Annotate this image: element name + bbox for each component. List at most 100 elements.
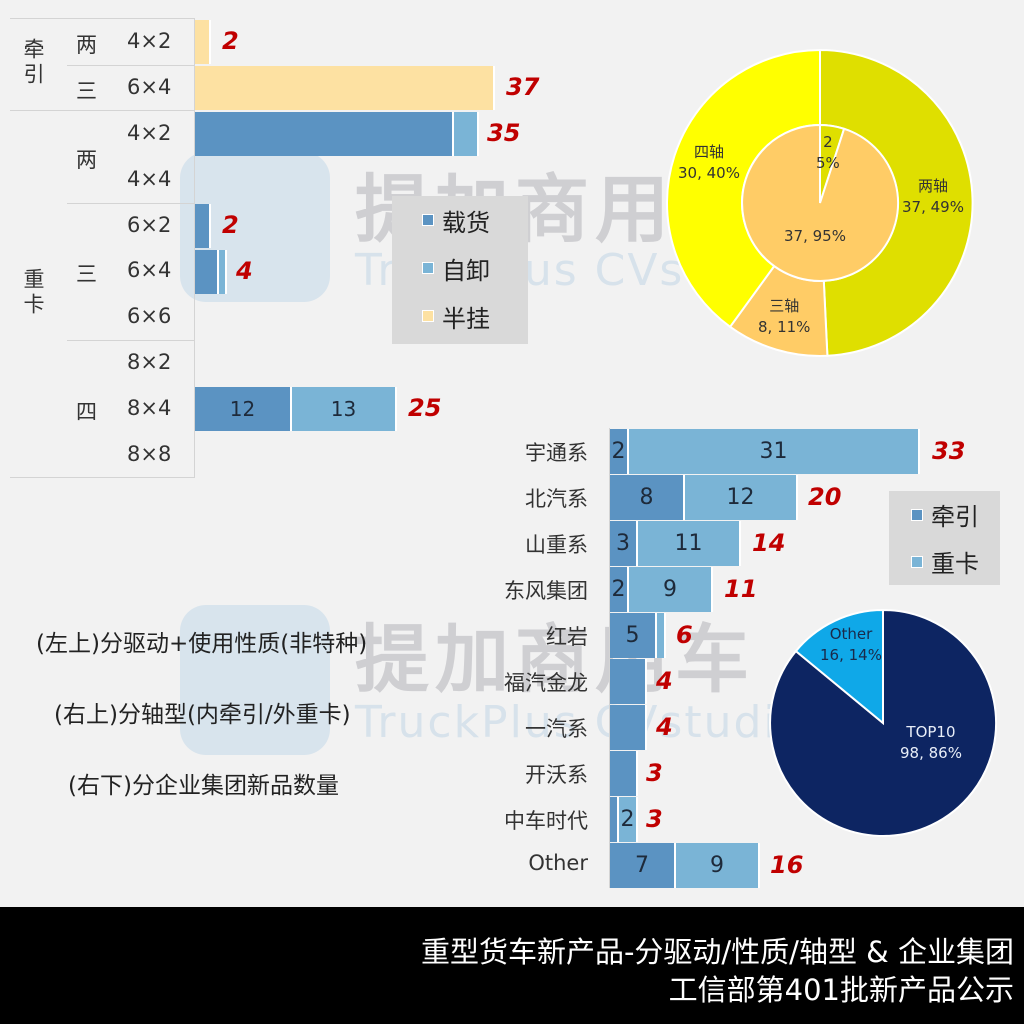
bar-heavy-truck: 11 — [638, 521, 741, 566]
donut-label-four-axle: 四轴 30, 40% — [678, 143, 740, 182]
total-label: 16 — [770, 851, 804, 879]
total-label: 20 — [808, 483, 842, 511]
legend-item-cargo: 载货 — [422, 196, 528, 244]
company-legend: 牵引 重卡 — [889, 491, 1000, 585]
swatch-icon — [911, 555, 923, 568]
total-label: 35 — [487, 119, 521, 147]
bar-cargo — [195, 204, 211, 248]
company-label: 北汽系 — [525, 487, 588, 511]
drive-label: 8×4 — [127, 396, 172, 420]
bar-heavy-truck: 9 — [629, 567, 713, 612]
bar-tractor: 2 — [610, 567, 629, 612]
total-label: 25 — [408, 394, 442, 422]
drive-label: 6×2 — [127, 213, 172, 237]
category-axis-line — [194, 18, 195, 478]
pie-label-top10: TOP10 98, 86% — [900, 723, 962, 762]
row-divider — [67, 340, 194, 341]
note-bottom-right: (右下)分企业集团新品数量 — [68, 773, 339, 799]
segment-label: 12 — [229, 397, 256, 421]
bar-semi-trailer — [195, 20, 211, 64]
bar-heavy-truck: 31 — [629, 429, 920, 474]
drive-label: 6×4 — [127, 258, 172, 282]
bar-heavy-truck: 2 — [619, 797, 638, 842]
group-label-tractor: 牵引 — [21, 38, 45, 88]
company-label: 一汽系 — [525, 717, 588, 741]
bar-dump: 13 — [292, 387, 397, 431]
swatch-icon — [422, 214, 434, 226]
bar-cargo — [195, 112, 454, 156]
company-label: 福汽金龙 — [504, 671, 588, 695]
bar-semi-trailer — [195, 66, 495, 110]
donut-label-three-axle: 三轴 8, 11% — [758, 297, 811, 336]
company-label: 东风集团 — [504, 579, 588, 603]
pie-label-other: Other 16, 14% — [820, 625, 882, 664]
drive-label: 4×2 — [127, 121, 172, 145]
drive-label: 4×2 — [127, 29, 172, 53]
legend-item-tractor: 牵引 — [911, 491, 1000, 538]
bar-tractor — [610, 705, 647, 750]
category-axis-line — [609, 428, 610, 888]
bar-tractor: 5 — [610, 613, 657, 658]
total-label: 4 — [236, 257, 253, 285]
bar-tractor: 7 — [610, 843, 676, 888]
footer-subtitle: 工信部第401批新产品公示 — [668, 973, 1014, 1007]
bar-dump — [454, 112, 479, 156]
total-label: 3 — [646, 759, 663, 787]
legend-item-semi-trailer: 半挂 — [422, 292, 528, 340]
footer-title: 重型货车新产品-分驱动/性质/轴型 & 企业集团 — [420, 935, 1014, 969]
company-label: 山重系 — [525, 533, 588, 557]
total-label: 2 — [222, 211, 239, 239]
total-label: 14 — [752, 529, 786, 557]
drive-label: 4×4 — [127, 167, 172, 191]
bar-cargo — [195, 250, 219, 294]
group-label-heavy-truck: 重卡 — [21, 268, 45, 318]
bar-heavy-truck — [657, 613, 666, 658]
top10-pie-chart: Other 16, 14% TOP10 98, 86% — [768, 608, 998, 838]
bar-tractor: 3 — [610, 521, 638, 566]
bar-tractor — [610, 797, 619, 842]
drive-label: 6×6 — [127, 304, 172, 328]
total-label: 11 — [724, 575, 758, 603]
bar-tractor — [610, 659, 647, 704]
row-divider — [10, 110, 194, 111]
bar-dump — [219, 250, 227, 294]
bar-tractor — [610, 751, 638, 796]
donut-label-inner-two-axle: 2 5% — [816, 133, 840, 172]
row-divider — [10, 477, 194, 478]
drive-label: 8×2 — [127, 350, 172, 374]
swatch-icon — [911, 508, 923, 521]
footer-banner: 重型货车新产品-分驱动/性质/轴型 & 企业集团 工信部第401批新产品公示 — [0, 907, 1024, 1024]
legend-item-heavy-truck: 重卡 — [911, 538, 1000, 585]
bar-tractor: 2 — [610, 429, 629, 474]
total-label: 37 — [506, 73, 540, 101]
bar-cargo: 12 — [195, 387, 292, 431]
axle-label: 三 — [76, 262, 97, 286]
total-label: 2 — [222, 27, 239, 55]
axle-label: 两 — [76, 33, 97, 57]
bar-heavy-truck: 9 — [676, 843, 760, 888]
total-label: 4 — [656, 667, 673, 695]
drive-usage-legend: 载货 自卸 半挂 — [392, 196, 528, 344]
total-label: 4 — [656, 713, 673, 741]
note-top-left: (左上)分驱动+使用性质(非特种) — [36, 631, 368, 657]
row-divider — [67, 203, 194, 204]
swatch-icon — [422, 310, 434, 322]
total-label: 6 — [676, 621, 693, 649]
company-label: Other — [528, 851, 588, 875]
company-label: 红岩 — [546, 625, 588, 649]
drive-label: 6×4 — [127, 75, 172, 99]
company-label: 开沃系 — [525, 763, 588, 787]
bar-tractor: 8 — [610, 475, 685, 520]
company-label: 中车时代 — [504, 809, 588, 833]
axle-donut-chart: 两轴 37, 49% 三轴 8, 11% 四轴 30, 40% 2 5% 37, 95% — [666, 40, 978, 366]
axle-label: 四 — [76, 400, 97, 424]
donut-svg — [666, 48, 974, 357]
donut-label-two-axle: 两轴 37, 49% — [902, 177, 964, 216]
total-label: 33 — [932, 437, 966, 465]
drive-label: 8×8 — [127, 442, 172, 466]
row-divider — [67, 65, 194, 66]
axle-label: 两 — [76, 148, 97, 172]
bar-heavy-truck: 12 — [685, 475, 798, 520]
swatch-icon — [422, 262, 434, 274]
row-divider — [10, 18, 194, 19]
